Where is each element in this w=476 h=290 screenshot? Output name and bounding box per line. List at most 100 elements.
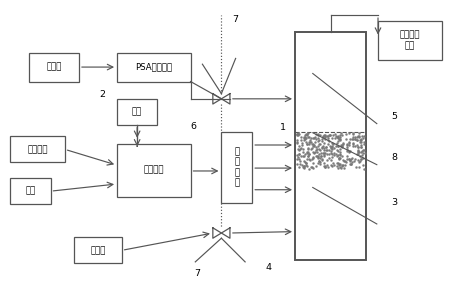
- Point: [351, 143, 358, 148]
- Point: [327, 150, 335, 155]
- Point: [349, 144, 357, 148]
- Point: [331, 131, 339, 136]
- Point: [357, 137, 365, 141]
- Bar: [29, 53, 79, 81]
- Point: [317, 142, 324, 146]
- Point: [298, 140, 306, 145]
- Point: [304, 154, 311, 159]
- Point: [339, 163, 347, 168]
- Point: [338, 164, 346, 169]
- Point: [356, 150, 363, 154]
- Point: [316, 133, 324, 137]
- Point: [336, 163, 343, 168]
- Point: [335, 155, 343, 160]
- Point: [318, 144, 326, 149]
- Point: [309, 142, 317, 146]
- Text: PSA吸附装置: PSA吸附装置: [135, 63, 172, 72]
- Point: [330, 150, 337, 155]
- Point: [302, 135, 310, 140]
- Point: [347, 158, 354, 162]
- Point: [334, 148, 341, 152]
- Point: [322, 144, 329, 149]
- Point: [311, 144, 318, 149]
- Point: [329, 161, 337, 165]
- Point: [345, 140, 353, 145]
- Bar: [10, 136, 65, 162]
- Point: [314, 153, 322, 158]
- Point: [337, 144, 345, 149]
- Point: [294, 155, 302, 159]
- Point: [301, 135, 309, 139]
- Point: [357, 156, 365, 161]
- Point: [353, 138, 361, 142]
- Point: [302, 163, 310, 168]
- Point: [303, 164, 311, 168]
- Text: 7: 7: [233, 15, 238, 24]
- Point: [323, 157, 330, 162]
- Point: [355, 159, 363, 164]
- Point: [359, 156, 367, 161]
- Point: [316, 156, 324, 160]
- Point: [360, 151, 367, 155]
- Point: [294, 139, 301, 144]
- Point: [311, 140, 318, 144]
- Point: [327, 149, 335, 153]
- Bar: [10, 178, 50, 204]
- Point: [346, 157, 353, 162]
- Point: [313, 149, 321, 154]
- Text: 7: 7: [195, 269, 201, 278]
- Point: [355, 148, 362, 153]
- Point: [336, 162, 344, 166]
- Point: [301, 132, 308, 137]
- Point: [336, 165, 344, 170]
- Point: [344, 142, 351, 147]
- Point: [293, 132, 300, 136]
- Point: [358, 133, 366, 138]
- Point: [321, 164, 329, 169]
- Point: [295, 146, 302, 151]
- Point: [333, 164, 340, 168]
- Point: [337, 155, 344, 160]
- Point: [325, 148, 333, 153]
- Point: [356, 135, 363, 139]
- Bar: [117, 99, 157, 125]
- Point: [302, 151, 309, 156]
- Point: [316, 148, 324, 152]
- Point: [300, 135, 307, 140]
- Point: [361, 148, 368, 152]
- Point: [338, 162, 346, 167]
- Point: [348, 160, 356, 164]
- Point: [319, 144, 327, 149]
- Point: [309, 150, 317, 155]
- Point: [339, 140, 347, 145]
- Bar: [74, 237, 122, 263]
- Point: [293, 157, 301, 162]
- Point: [349, 141, 357, 146]
- Point: [356, 154, 364, 159]
- Point: [344, 148, 351, 153]
- Point: [328, 152, 336, 157]
- Point: [337, 135, 344, 139]
- Point: [303, 142, 311, 146]
- Point: [328, 164, 336, 168]
- Point: [343, 157, 351, 162]
- Point: [327, 145, 335, 150]
- Point: [339, 157, 347, 162]
- Point: [300, 138, 307, 142]
- Point: [315, 144, 322, 148]
- Point: [335, 161, 342, 166]
- Point: [345, 140, 353, 145]
- Point: [321, 132, 328, 137]
- Point: [309, 155, 317, 160]
- Point: [353, 134, 361, 139]
- Point: [356, 134, 363, 139]
- Point: [298, 146, 305, 150]
- Point: [317, 154, 325, 159]
- Point: [299, 146, 307, 151]
- Point: [334, 154, 341, 158]
- Point: [326, 155, 333, 160]
- Point: [328, 141, 336, 145]
- Point: [299, 164, 307, 169]
- Point: [316, 146, 323, 151]
- Point: [351, 137, 359, 142]
